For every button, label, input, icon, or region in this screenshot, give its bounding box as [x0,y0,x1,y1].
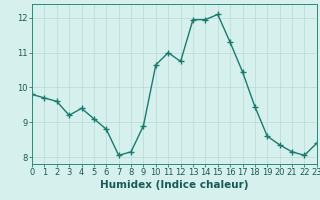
X-axis label: Humidex (Indice chaleur): Humidex (Indice chaleur) [100,180,249,190]
